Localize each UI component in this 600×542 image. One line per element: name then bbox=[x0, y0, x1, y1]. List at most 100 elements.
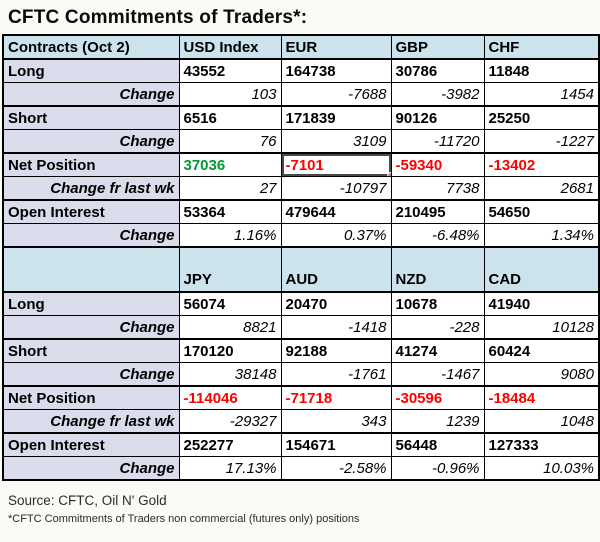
value-cell[interactable]: 54650 bbox=[483, 199, 600, 224]
net-position-cell[interactable]: -71718 bbox=[280, 385, 392, 410]
row-label[interactable]: Change bbox=[2, 362, 180, 387]
change-cell[interactable]: 38148 bbox=[178, 362, 282, 387]
value-cell[interactable]: 43552 bbox=[178, 58, 282, 83]
value-cell[interactable]: 154671 bbox=[280, 432, 392, 457]
value-cell[interactable]: 164738 bbox=[280, 58, 392, 83]
change-cell[interactable]: -29327 bbox=[178, 409, 282, 434]
header-cell-eur[interactable]: EUR bbox=[280, 34, 392, 60]
change-cell[interactable]: -1227 bbox=[483, 129, 600, 154]
row-oi-change: Change 17.13% -2.58% -0.96% 10.03% bbox=[2, 456, 600, 481]
change-cell[interactable]: 76 bbox=[178, 129, 282, 154]
change-cell[interactable]: 2681 bbox=[483, 176, 600, 201]
net-position-value: -7101 bbox=[285, 156, 324, 174]
row-label[interactable]: Change bbox=[2, 223, 180, 248]
footnote-line: *CFTC Commitments of Traders non commerc… bbox=[8, 513, 360, 525]
row-label[interactable]: Change bbox=[2, 315, 180, 340]
change-cell[interactable]: -10797 bbox=[280, 176, 392, 201]
header-cell-gbp[interactable]: GBP bbox=[390, 34, 485, 60]
row-label[interactable]: Short bbox=[2, 105, 180, 130]
row-long: Long 43552 164738 30786 11848 bbox=[2, 58, 600, 83]
value-cell[interactable]: 41274 bbox=[390, 338, 485, 363]
net-position-cell[interactable]: -13402 bbox=[483, 152, 600, 177]
change-cell[interactable]: -1467 bbox=[390, 362, 485, 387]
net-position-cell[interactable]: -30596 bbox=[390, 385, 485, 410]
change-cell[interactable]: 1.34% bbox=[483, 223, 600, 248]
change-cell[interactable]: 9080 bbox=[483, 362, 600, 387]
row-label[interactable]: Change bbox=[2, 456, 180, 481]
row-label[interactable]: Change bbox=[2, 82, 180, 107]
row-net-change: Change fr last wk 27 -10797 7738 2681 bbox=[2, 176, 600, 201]
row-label[interactable]: Long bbox=[2, 58, 180, 83]
value-cell[interactable]: 41940 bbox=[483, 291, 600, 316]
row-label[interactable]: Open Interest bbox=[2, 199, 180, 224]
change-cell[interactable]: 1454 bbox=[483, 82, 600, 107]
value-cell[interactable]: 11848 bbox=[483, 58, 600, 83]
net-position-cell[interactable]: -59340 bbox=[390, 152, 485, 177]
selection-handle[interactable] bbox=[386, 172, 390, 176]
net-position-cell[interactable]: 37036 bbox=[178, 152, 282, 177]
value-cell[interactable]: 10678 bbox=[390, 291, 485, 316]
header-row-commodity-currencies: JPY AUD NZD CAD bbox=[2, 246, 600, 293]
change-cell[interactable]: 103 bbox=[178, 82, 282, 107]
value-cell[interactable]: 20470 bbox=[280, 291, 392, 316]
header-cell-contracts[interactable]: Contracts (Oct 2) bbox=[2, 34, 180, 60]
change-cell[interactable]: 8821 bbox=[178, 315, 282, 340]
change-cell[interactable]: 7738 bbox=[390, 176, 485, 201]
row-long: Long 56074 20470 10678 41940 bbox=[2, 291, 600, 316]
change-cell[interactable]: -6.48% bbox=[390, 223, 485, 248]
change-cell[interactable]: -7688 bbox=[280, 82, 392, 107]
row-label[interactable]: Short bbox=[2, 338, 180, 363]
value-cell[interactable]: 92188 bbox=[280, 338, 392, 363]
selected-cell[interactable]: -7101 bbox=[280, 152, 392, 177]
value-cell[interactable]: 25250 bbox=[483, 105, 600, 130]
header-cell-aud[interactable]: AUD bbox=[280, 246, 392, 293]
net-position-cell[interactable]: -114046 bbox=[178, 385, 282, 410]
row-label[interactable]: Long bbox=[2, 291, 180, 316]
row-label[interactable]: Change fr last wk bbox=[2, 409, 180, 434]
header-cell-cad[interactable]: CAD bbox=[483, 246, 600, 293]
value-cell[interactable]: 479644 bbox=[280, 199, 392, 224]
value-cell[interactable]: 252277 bbox=[178, 432, 282, 457]
change-cell[interactable]: 27 bbox=[178, 176, 282, 201]
value-cell[interactable]: 53364 bbox=[178, 199, 282, 224]
row-label[interactable]: Net Position bbox=[2, 152, 180, 177]
value-cell[interactable]: 210495 bbox=[390, 199, 485, 224]
header-cell-jpy[interactable]: JPY bbox=[178, 246, 282, 293]
row-label[interactable]: Net Position bbox=[2, 385, 180, 410]
change-cell[interactable]: -228 bbox=[390, 315, 485, 340]
change-cell[interactable]: -1761 bbox=[280, 362, 392, 387]
value-cell[interactable]: 170120 bbox=[178, 338, 282, 363]
row-label[interactable]: Change fr last wk bbox=[2, 176, 180, 201]
value-cell[interactable]: 127333 bbox=[483, 432, 600, 457]
value-cell[interactable]: 171839 bbox=[280, 105, 392, 130]
change-cell[interactable]: -0.96% bbox=[390, 456, 485, 481]
change-cell[interactable]: 0.37% bbox=[280, 223, 392, 248]
change-cell[interactable]: 3109 bbox=[280, 129, 392, 154]
row-short-change: Change 76 3109 -11720 -1227 bbox=[2, 129, 600, 154]
change-cell[interactable]: -1418 bbox=[280, 315, 392, 340]
change-cell[interactable]: -3982 bbox=[390, 82, 485, 107]
change-cell[interactable]: 17.13% bbox=[178, 456, 282, 481]
value-cell[interactable]: 90126 bbox=[390, 105, 485, 130]
change-cell[interactable]: 1.16% bbox=[178, 223, 282, 248]
row-label[interactable]: Open Interest bbox=[2, 432, 180, 457]
change-cell[interactable]: -2.58% bbox=[280, 456, 392, 481]
value-cell[interactable]: 60424 bbox=[483, 338, 600, 363]
value-cell[interactable]: 6516 bbox=[178, 105, 282, 130]
header-cell-nzd[interactable]: NZD bbox=[390, 246, 485, 293]
change-cell[interactable]: 343 bbox=[280, 409, 392, 434]
change-cell[interactable]: -11720 bbox=[390, 129, 485, 154]
change-cell[interactable]: 1239 bbox=[390, 409, 485, 434]
row-net-position: Net Position 37036 -7101 -59340 -13402 bbox=[2, 152, 600, 177]
net-position-cell[interactable]: -18484 bbox=[483, 385, 600, 410]
change-cell[interactable]: 1048 bbox=[483, 409, 600, 434]
change-cell[interactable]: 10.03% bbox=[483, 456, 600, 481]
value-cell[interactable]: 56074 bbox=[178, 291, 282, 316]
header-cell-usd-index[interactable]: USD Index bbox=[178, 34, 282, 60]
header-cell-chf[interactable]: CHF bbox=[483, 34, 600, 60]
change-cell[interactable]: 10128 bbox=[483, 315, 600, 340]
header-cell-empty[interactable] bbox=[2, 246, 180, 293]
value-cell[interactable]: 56448 bbox=[390, 432, 485, 457]
row-label[interactable]: Change bbox=[2, 129, 180, 154]
value-cell[interactable]: 30786 bbox=[390, 58, 485, 83]
